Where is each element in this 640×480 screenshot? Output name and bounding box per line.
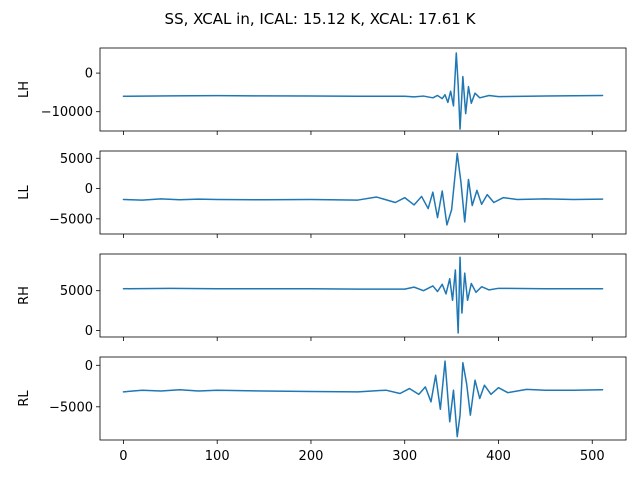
axes-frame (99, 150, 627, 235)
y-tick-label: 0 (85, 67, 93, 82)
x-tick-label: 500 (580, 449, 605, 464)
panel-rl: 0 −5000 0 100 200 300 400 500 RL (17, 356, 627, 464)
y-tick-label: 5000 (60, 284, 93, 299)
y-axis-label: LH (17, 81, 32, 98)
x-tick-label: 100 (205, 449, 230, 464)
axes-frame (99, 47, 627, 132)
panel-lh: 0 −10000 LH (17, 47, 627, 135)
axes-frame (99, 253, 627, 338)
y-tick-label: −5000 (49, 212, 93, 227)
x-tick-label: 400 (486, 449, 511, 464)
panel-rh: 5000 0 RH (17, 253, 627, 341)
x-tick-label: 0 (119, 449, 127, 464)
y-tick-label: 5000 (60, 152, 93, 167)
series-line-lh (122, 52, 604, 130)
x-tick-label: 200 (299, 449, 324, 464)
panels: 0 −10000 LH 5000 0 −5000 LL 5000 0 RH 0 −5000 0 100 20… (17, 47, 627, 464)
series-line-rh (122, 256, 604, 334)
chart-title: SS, XCAL in, ICAL: 15.12 K, XCAL: 17.61 … (165, 10, 477, 28)
y-tick-label: 0 (85, 324, 93, 339)
series-line-ll (122, 152, 604, 226)
panel-ll: 5000 0 −5000 LL (17, 150, 627, 238)
y-tick-label: 0 (85, 182, 93, 197)
y-axis-label: RH (17, 286, 32, 305)
x-tick-label: 300 (392, 449, 417, 464)
y-tick-label: 0 (85, 359, 93, 374)
series-line-rl (122, 360, 604, 438)
y-axis-label: RL (17, 390, 32, 407)
y-tick-label: −10000 (41, 105, 93, 120)
y-tick-label: −5000 (49, 400, 93, 415)
axes-frame (99, 356, 627, 441)
y-axis-label: LL (17, 185, 32, 200)
